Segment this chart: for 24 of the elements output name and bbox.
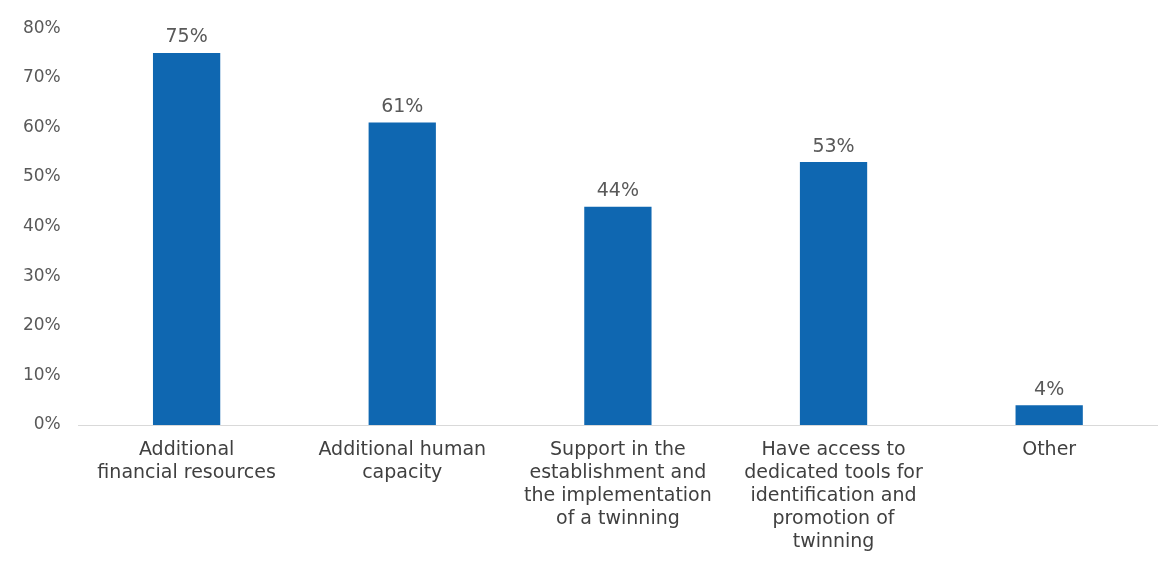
data-label: 53% — [812, 133, 855, 156]
y-tick-label: 80% — [22, 16, 61, 37]
bar — [584, 206, 652, 425]
data-label: 61% — [381, 93, 424, 116]
y-tick-label: 40% — [22, 215, 61, 236]
x-tick-label: Additional financial resources — [97, 437, 276, 483]
bar — [1015, 405, 1083, 425]
bar — [368, 122, 436, 425]
y-tick-label: 30% — [22, 264, 61, 285]
y-tick-label: 20% — [22, 314, 61, 335]
data-label: 44% — [596, 178, 640, 201]
y-tick-label: 60% — [22, 115, 61, 136]
x-tick-label: Have access to dedicated tools for identification and promotion of twinning — [744, 437, 923, 551]
x-tick-label: Other — [1022, 437, 1077, 460]
y-tick-label: 70% — [22, 66, 61, 87]
data-label: 4% — [1034, 376, 1065, 399]
x-tick-label: Support in the establishment and the implementation of a twinning — [524, 437, 712, 528]
y-tick-label: 10% — [22, 363, 61, 384]
y-tick-label: 50% — [22, 165, 61, 186]
bar — [799, 162, 868, 425]
y-tick-label: 0% — [33, 413, 61, 434]
data-label: 75% — [165, 24, 208, 47]
x-tick-label: Additional human capacity — [318, 437, 487, 483]
bar — [152, 53, 221, 425]
